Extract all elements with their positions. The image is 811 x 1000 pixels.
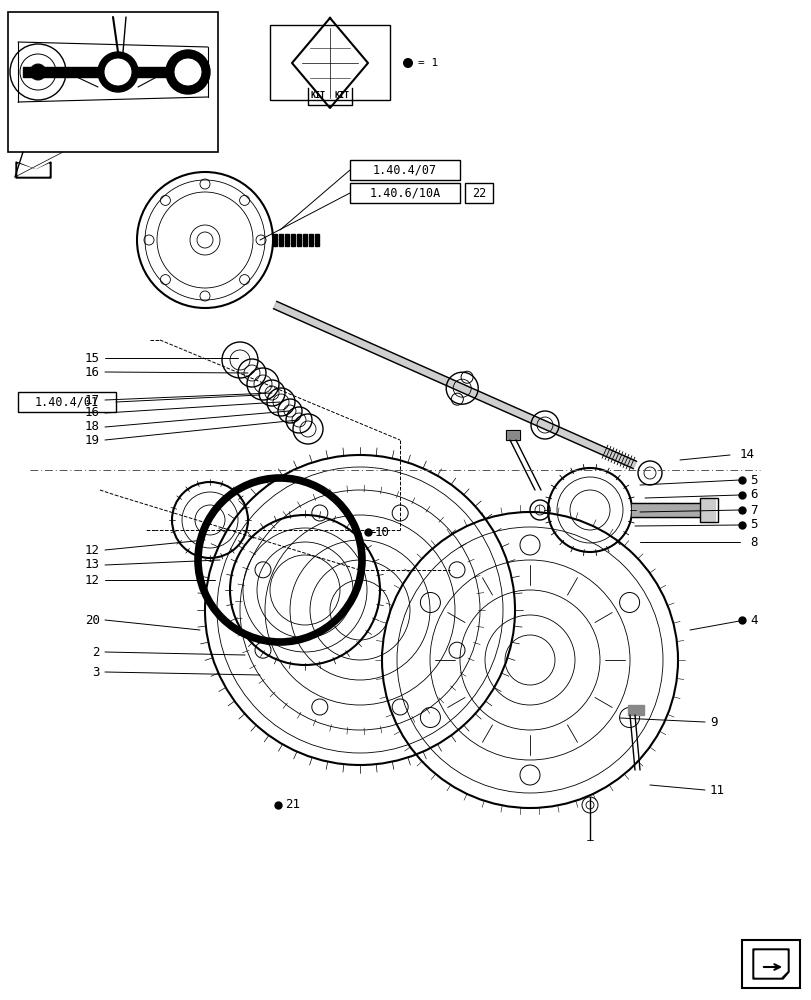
Polygon shape	[279, 234, 283, 246]
Text: 9: 9	[709, 715, 717, 728]
Bar	[699, 498, 717, 522]
Polygon shape	[752, 949, 788, 979]
Polygon shape	[309, 234, 312, 246]
Polygon shape	[631, 503, 699, 517]
Text: 12: 12	[85, 544, 100, 556]
Text: 10: 10	[375, 526, 389, 538]
Circle shape	[174, 58, 202, 86]
Text: 14: 14	[739, 448, 754, 462]
Text: 15: 15	[85, 352, 100, 364]
Text: 21: 21	[285, 798, 299, 811]
Polygon shape	[285, 234, 289, 246]
Polygon shape	[23, 67, 203, 77]
Circle shape	[30, 64, 46, 80]
Text: 3: 3	[92, 666, 100, 678]
Circle shape	[104, 58, 132, 86]
Text: 4: 4	[749, 613, 757, 626]
Bar	[505, 430, 519, 440]
Polygon shape	[16, 162, 51, 178]
Text: 2: 2	[92, 646, 100, 658]
Polygon shape	[303, 234, 307, 246]
Text: 7: 7	[749, 504, 757, 516]
Polygon shape	[18, 164, 49, 176]
Bar	[350, 183, 460, 203]
Text: 6: 6	[749, 488, 757, 502]
Circle shape	[402, 58, 413, 68]
Polygon shape	[290, 234, 294, 246]
Bar	[18, 392, 116, 412]
Text: 18: 18	[85, 420, 100, 434]
Text: 22: 22	[471, 187, 486, 200]
Text: 8: 8	[749, 536, 757, 548]
Text: 19: 19	[85, 434, 100, 446]
Polygon shape	[754, 951, 786, 977]
Text: 1.40.4/01: 1.40.4/01	[35, 395, 99, 408]
Circle shape	[165, 50, 210, 94]
Text: = 1: = 1	[418, 58, 438, 68]
Polygon shape	[315, 234, 319, 246]
Text: 16: 16	[85, 365, 100, 378]
Bar	[465, 183, 492, 203]
Bar	[741, 940, 799, 988]
Text: 5: 5	[749, 474, 757, 487]
Polygon shape	[505, 430, 519, 440]
Text: KIT: KIT	[334, 91, 349, 100]
Text: 1.40.6/10A: 1.40.6/10A	[369, 187, 440, 200]
Text: 16: 16	[85, 406, 100, 420]
Polygon shape	[699, 498, 714, 522]
Text: 12: 12	[85, 574, 100, 586]
Text: 5: 5	[749, 518, 757, 532]
Polygon shape	[273, 301, 636, 469]
Text: 13: 13	[85, 558, 100, 572]
Bar	[8, 12, 217, 152]
Text: 20: 20	[85, 613, 100, 626]
Polygon shape	[627, 705, 643, 715]
Bar	[270, 25, 389, 100]
Circle shape	[98, 52, 138, 92]
Text: 17: 17	[85, 393, 100, 406]
Text: KIT: KIT	[310, 91, 325, 100]
Polygon shape	[297, 234, 301, 246]
Bar	[350, 160, 460, 180]
Text: 11: 11	[709, 784, 724, 796]
Polygon shape	[272, 234, 277, 246]
Text: 1.40.4/07: 1.40.4/07	[372, 164, 436, 177]
